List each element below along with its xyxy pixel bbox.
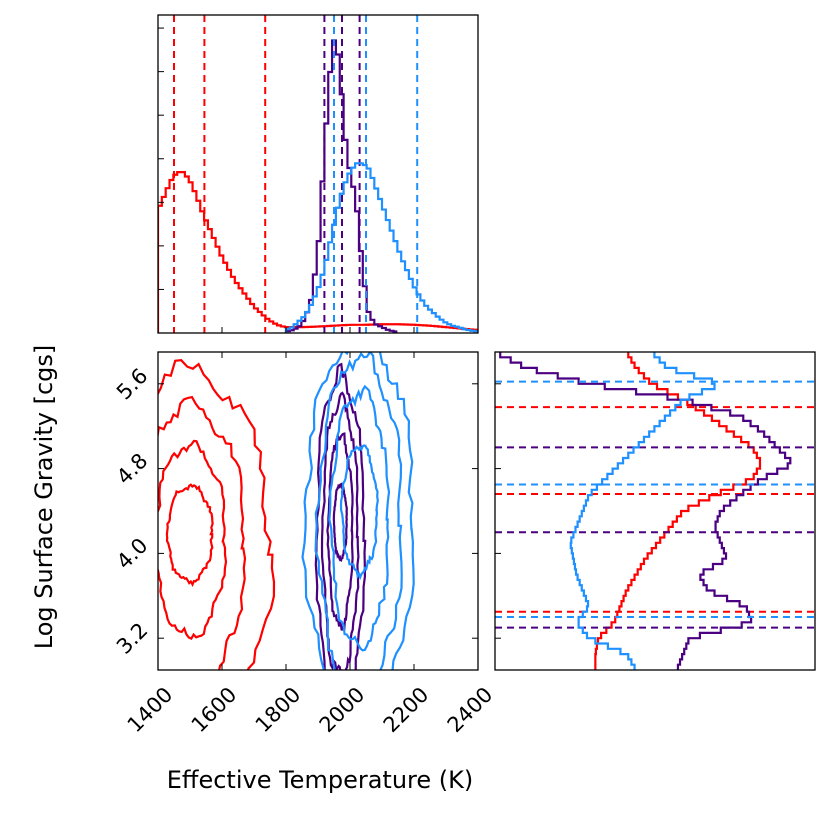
contour-red-2 [158,395,247,670]
contour-red-1 [158,439,228,641]
x-tick-label-5: 2400 [443,682,498,737]
x-tick-label-1: 1600 [187,682,242,737]
logg-histogram-panel [494,351,816,671]
joint-frame [157,351,479,671]
contour-purple-2 [320,391,360,670]
joint-contour-panel [157,351,479,671]
y-tick-label-0: 3.2 [112,618,153,659]
contour-red-3 [158,359,276,670]
teff-hist-plot-area [158,15,478,333]
teff-hist-red [158,170,478,333]
y-axis-title: Log Surface Gravity [cgs] [30,345,58,650]
logg-hist-purple [499,352,792,670]
teff-hist-frame [157,14,479,334]
y-tick-label-1: 4.0 [112,533,153,574]
logg-hist-frame [494,351,816,671]
contour-blue-1 [328,384,391,652]
y-tick-label-3: 5.6 [112,364,153,405]
x-axis-title: Effective Temperature (K) [167,766,473,794]
y-tick-labels: 3.2 4.0 4.8 5.6 [112,364,153,659]
y-tick-label-2: 4.8 [112,449,153,490]
contour-purple-1 [326,432,354,631]
x-tick-label-4: 2200 [379,682,434,737]
contour-red-0 [165,483,214,588]
logg-hist-blue [569,352,716,670]
x-tick-labels: 1400 1600 1800 2000 2200 2400 [123,682,498,737]
contour-blue-2 [314,352,403,670]
x-tick-label-3: 2000 [315,682,370,737]
x-tick-label-2: 1800 [251,682,306,737]
teff-histogram-panel [157,14,479,334]
teff-hist-purple [284,39,398,333]
x-tick-label-0: 1400 [123,682,178,737]
logg-hist-plot-area [495,352,815,670]
contour-blue-3 [301,352,415,670]
joint-plot-area [158,352,415,670]
contour-blue-0 [339,444,379,581]
teff-hist-blue [284,162,478,333]
